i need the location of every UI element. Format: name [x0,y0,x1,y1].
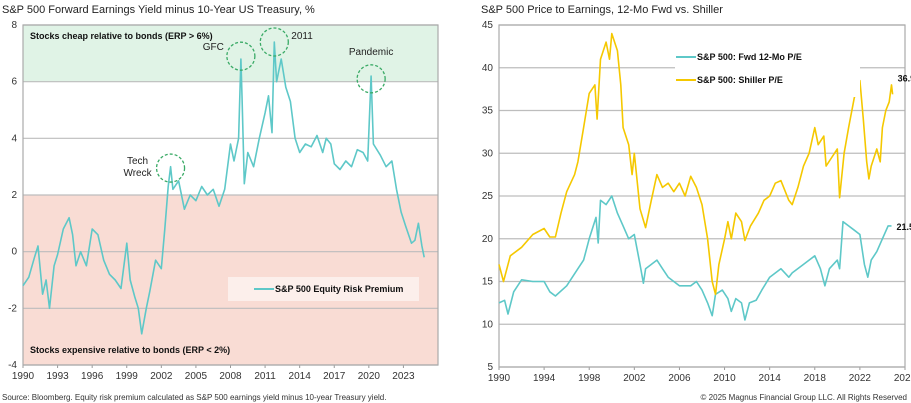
y-tick-label: 30 [482,148,494,159]
band-label: Stocks cheap relative to bonds (ERP > 6%… [30,31,213,41]
x-tick-label: 2022 [849,373,872,384]
band-0 [23,25,438,82]
erp-chart: S&P 500 Forward Earnings Yield minus 10-… [2,4,439,382]
x-tick-label: 2010 [713,373,736,384]
x-tick-label: 1994 [533,373,556,384]
y-tick-label: 15 [482,277,494,288]
y-tick-label: 35 [482,106,494,117]
plot-border [498,24,906,368]
y-tick-label: -4 [8,360,17,371]
x-tick-label: 2014 [759,373,782,384]
x-tick-label: 2023 [392,371,415,382]
y-tick-label: 2 [11,190,17,201]
end-value-label: 36.9 [898,73,911,83]
x-tick-label: 2011 [254,371,276,382]
x-tick-label: 1998 [578,373,601,384]
x-tick-label: 2006 [668,373,691,384]
x-tick-label: 2017 [323,371,346,382]
annotation-label: 2011 [291,31,313,42]
legend-label: S&P 500: Fwd 12-Mo P/E [697,52,802,62]
band-label: Stocks expensive relative to bonds (ERP … [30,345,230,355]
legend-label: S&P 500: Shiller P/E [697,75,783,85]
x-tick-label: 1999 [116,371,139,382]
x-tick-label: 1996 [81,371,104,382]
x-tick-label: 2002 [623,373,646,384]
annotation-circle [155,153,186,183]
y-tick-label: 8 [11,20,17,31]
series-line-1 [498,32,894,296]
pe-chart: S&P 500 Price to Earnings, 12-Mo Fwd vs.… [481,4,911,384]
x-tick-label: 1990 [12,371,35,382]
y-tick-label: 4 [11,133,17,144]
end-value-label: 21.5 [896,222,911,232]
y-tick-label: 45 [482,20,494,31]
y-tick-label: 10 [482,319,494,330]
x-tick-label: 2005 [185,371,208,382]
annotation-label: Pandemic [349,47,393,58]
y-tick-label: 5 [487,362,493,373]
x-tick-label: 2020 [358,371,381,382]
annotation-label: Tech [127,156,148,167]
series-line-0 [498,195,892,321]
x-tick-label: 2014 [289,371,312,382]
x-tick-label: 1990 [488,373,511,384]
y-tick-label: -2 [8,303,17,314]
y-tick-label: 0 [11,247,17,258]
legend-box [675,45,860,97]
x-tick-label: 2008 [219,371,242,382]
series-line-0 [22,41,425,335]
copyright-note: © 2025 Magnus Financial Group LLC. All R… [701,393,907,402]
annotation-circle [226,41,256,71]
legend-label: S&P 500 Equity Risk Premium [275,284,403,294]
pe-chart-title: S&P 500 Price to Earnings, 12-Mo Fwd vs.… [481,4,723,16]
plot-border [22,24,439,366]
annotation-circle [259,27,289,57]
annotation-label: GFC [203,42,224,53]
erp-chart-title: S&P 500 Forward Earnings Yield minus 10-… [2,4,315,16]
y-tick-label: 20 [482,234,494,245]
x-tick-label: 2002 [150,371,173,382]
x-tick-label: 2018 [804,373,827,384]
source-note: Source: Bloomberg. Equity risk premium c… [2,393,386,402]
x-tick-label: 2026 [894,373,911,384]
y-tick-label: 25 [482,191,494,202]
y-tick-label: 6 [11,77,17,88]
annotation-circle [356,64,386,94]
annotation-label: Wreck [123,168,152,179]
x-tick-label: 1993 [46,371,69,382]
y-tick-label: 40 [482,63,494,74]
